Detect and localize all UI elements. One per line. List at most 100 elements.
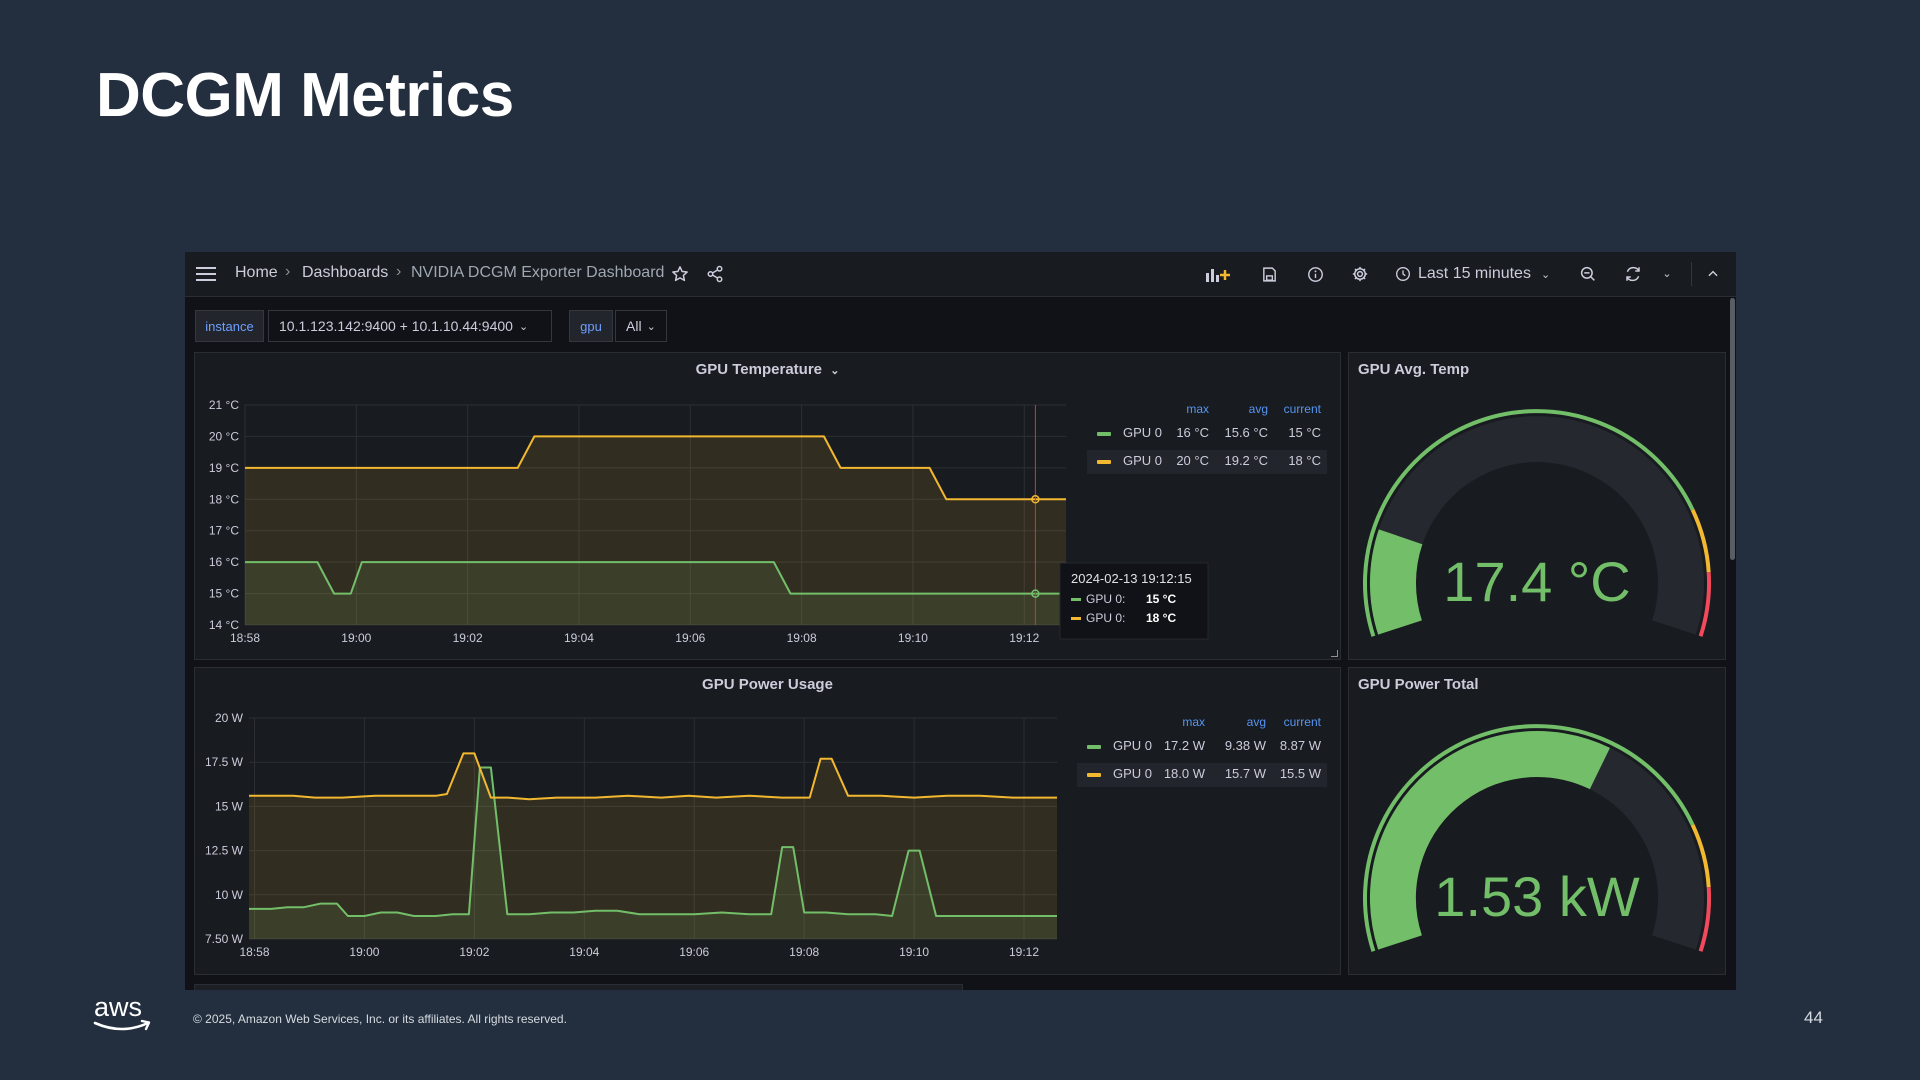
instance-variable-label: instance	[195, 310, 264, 342]
y-tick-label: 20 W	[215, 711, 244, 725]
y-tick-label: 15 °C	[209, 587, 239, 601]
gauge-threshold-yellow	[1690, 508, 1711, 573]
x-tick-label: 18:58	[230, 631, 260, 645]
y-tick-label: 15 W	[215, 799, 244, 813]
grafana-screenshot: Home › Dashboards › NVIDIA DCGM Exporter…	[185, 252, 1736, 990]
power-total-gauge: 1.53 kW	[1362, 724, 1712, 952]
chevron-up-icon[interactable]	[1703, 264, 1723, 284]
scrollbar-thumb[interactable]	[1730, 298, 1735, 560]
legend-max: 20 °C	[1176, 453, 1209, 468]
gauge-value-arc	[1370, 731, 1610, 950]
panel-title[interactable]: GPU Avg. Temp	[1358, 361, 1470, 378]
panel-resize-handle[interactable]	[1331, 650, 1338, 657]
series-line-green	[249, 766, 1057, 917]
breadcrumb-dashboards[interactable]: Dashboards	[302, 264, 389, 281]
legend-avg: 9.38 W	[1225, 738, 1267, 753]
tooltip-color-swatch	[1071, 598, 1081, 601]
power-chart[interactable]: 7.50 W 10 W 12.5 W 15 W 17.5 W 20 W 18:58 19:00…	[195, 668, 1340, 974]
tooltip-value: 15 °C	[1146, 592, 1176, 606]
legend-color-swatch	[1097, 432, 1111, 436]
legend-max: 16 °C	[1176, 425, 1209, 440]
legend-header: avg	[1249, 402, 1268, 416]
breadcrumb-separator: ›	[285, 263, 291, 280]
panel-title[interactable]: GPU Power Usage	[702, 676, 833, 693]
legend-max: 18.0 W	[1164, 766, 1206, 781]
hover-point	[1031, 495, 1040, 504]
chevron-down-icon: ⌄	[830, 365, 840, 377]
panel-title-header[interactable]: GPU Temperature ⌄	[195, 361, 1340, 378]
series-line-yellow	[249, 752, 1057, 801]
zoom-out-icon[interactable]	[1578, 264, 1598, 284]
x-tick-label: 19:04	[564, 631, 594, 645]
top-navbar: Home › Dashboards › NVIDIA DCGM Exporter…	[185, 252, 1736, 297]
instance-variable-select[interactable]: 10.1.123.142:9400 + 10.1.10.44:9400 ⌄	[268, 310, 552, 342]
y-tick-label: 19 °C	[209, 461, 239, 475]
clock-icon	[1396, 267, 1410, 281]
tooltip-color-swatch	[1071, 617, 1081, 620]
time-range-picker[interactable]: Last 15 minutes ⌄	[1395, 262, 1550, 286]
star-icon[interactable]	[670, 264, 690, 284]
instance-variable-value: 10.1.123.142:9400 + 10.1.10.44:9400	[279, 318, 513, 334]
menu-icon[interactable]	[195, 264, 217, 284]
gauge-threshold-red	[1698, 887, 1712, 952]
hover-point	[1031, 589, 1040, 598]
legend-max: 17.2 W	[1164, 738, 1206, 753]
breadcrumb-home[interactable]: Home	[235, 264, 278, 281]
x-tick-label: 19:10	[899, 945, 929, 959]
legend-header: avg	[1247, 715, 1266, 729]
x-tick-label: 19:00	[349, 945, 379, 959]
tooltip-label: GPU 0:	[1086, 592, 1125, 606]
y-tick-label: 12.5 W	[205, 844, 244, 858]
add-panel-icon[interactable]	[1205, 264, 1231, 284]
panel-title[interactable]: GPU Power Total	[1358, 676, 1479, 693]
save-icon[interactable]	[1259, 264, 1279, 284]
tooltip-value: 18 °C	[1146, 611, 1176, 625]
x-tick-label: 19:12	[1009, 945, 1039, 959]
chevron-down-icon: ⌄	[1540, 268, 1551, 281]
tooltip-label: GPU 0:	[1086, 611, 1125, 625]
hover-tooltip	[1059, 562, 1209, 640]
refresh-icon[interactable]	[1623, 264, 1643, 284]
aws-logo: aws	[92, 992, 154, 1039]
breadcrumb-separator: ›	[396, 263, 402, 280]
gauge-threshold-green	[1362, 724, 1695, 952]
aws-logo-text: aws	[94, 994, 142, 1022]
tooltip-time: 2024-02-13 19:12:15	[1071, 571, 1192, 586]
slide-title: DCGM Metrics	[96, 61, 514, 130]
legend-color-swatch	[1087, 745, 1101, 749]
legend-row-highlight	[1077, 763, 1327, 787]
y-tick-label: 21 °C	[209, 398, 239, 412]
series-area-fill	[245, 436, 1066, 625]
gauge-value-text: 17.4 °C	[1443, 550, 1630, 613]
series-area-fill	[245, 562, 1066, 625]
breadcrumb-current-dashboard: NVIDIA DCGM Exporter Dashboard	[411, 264, 665, 281]
y-tick-label: 10 W	[215, 888, 244, 902]
copyright-footer: © 2025, Amazon Web Services, Inc. or its…	[193, 1012, 567, 1026]
x-tick-label: 19:06	[679, 945, 709, 959]
settings-icon[interactable]	[1350, 264, 1370, 284]
y-tick-label: 17 °C	[209, 524, 239, 538]
x-tick-label: 19:08	[789, 945, 819, 959]
x-tick-label: 19:00	[341, 631, 371, 645]
share-icon[interactable]	[705, 264, 725, 284]
toolbar-divider	[1691, 262, 1692, 286]
info-icon[interactable]	[1305, 264, 1325, 284]
legend-header: max	[1182, 715, 1205, 729]
gauge-value-arc	[1369, 529, 1423, 635]
legend-avg: 15.6 °C	[1224, 425, 1268, 440]
page-number: 44	[1804, 1008, 1823, 1027]
gauge-threshold-yellow	[1690, 823, 1711, 888]
y-tick-label: 7.50 W	[205, 932, 244, 946]
temperature-chart[interactable]: 14 °C 15 °C 16 °C 17 °C 18 °C 19 °C 20 °C 21 °C…	[195, 353, 1340, 659]
y-tick-label: 20 °C	[209, 429, 239, 443]
legend-header: current	[1284, 402, 1322, 416]
legend-current: 8.87 W	[1280, 738, 1322, 753]
legend-avg: 19.2 °C	[1224, 453, 1268, 468]
legend-header: current	[1284, 715, 1322, 729]
legend-color-swatch	[1087, 773, 1101, 777]
gpu-variable-label: gpu	[569, 310, 613, 342]
refresh-interval-chevron-icon[interactable]: ⌄	[1662, 267, 1672, 280]
legend-series-name: GPU 0	[1123, 425, 1162, 440]
gpu-variable-select[interactable]: All ⌄	[615, 310, 667, 342]
gpu-power-usage-panel: GPU Power Usage 7.50 W 10 W 12.5 W 15 W 17.5…	[194, 667, 1341, 975]
